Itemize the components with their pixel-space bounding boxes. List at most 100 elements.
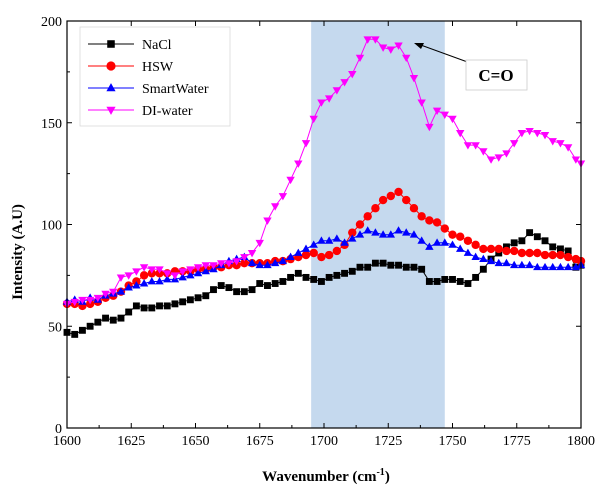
data-point-nacl xyxy=(132,302,140,310)
data-point-di-water xyxy=(463,142,473,150)
data-point-smartwater xyxy=(502,258,511,267)
annotation-arrow xyxy=(417,43,474,65)
x-tick-label: 1750 xyxy=(439,434,467,449)
data-point-hsw xyxy=(533,248,542,258)
data-point-di-water xyxy=(263,217,272,225)
data-point-hsw xyxy=(324,250,334,260)
data-point-nacl xyxy=(171,300,179,308)
data-point-smartwater xyxy=(409,230,419,238)
data-point-di-water xyxy=(517,129,527,138)
data-point-di-water xyxy=(402,54,411,63)
data-point-nacl xyxy=(78,326,86,334)
data-point-hsw xyxy=(463,236,473,245)
data-point-smartwater xyxy=(163,275,172,283)
annotation: C=O xyxy=(414,43,528,91)
data-point-nacl xyxy=(364,263,372,271)
data-point-hsw xyxy=(394,187,403,197)
data-point-di-water xyxy=(363,36,372,44)
data-point-nacl xyxy=(433,278,441,285)
data-point-smartwater xyxy=(294,248,303,256)
data-point-smartwater xyxy=(139,279,149,287)
data-point-nacl xyxy=(449,276,456,283)
data-point-smartwater xyxy=(517,260,527,269)
data-point-smartwater xyxy=(425,242,434,250)
data-point-hsw xyxy=(563,252,573,262)
data-point-di-water xyxy=(324,95,334,103)
data-point-nacl xyxy=(225,284,233,292)
data-point-di-water xyxy=(548,138,557,146)
data-point-di-water xyxy=(147,266,157,274)
data-point-di-water xyxy=(85,296,95,305)
data-point-smartwater xyxy=(309,240,318,248)
data-point-hsw xyxy=(139,271,149,280)
data-point-di-water xyxy=(178,268,187,276)
data-point-di-water xyxy=(116,274,126,282)
data-point-smartwater xyxy=(193,268,203,277)
data-point-di-water xyxy=(378,44,388,52)
data-point-smartwater xyxy=(509,260,519,269)
data-point-hsw xyxy=(355,220,365,229)
data-point-di-water xyxy=(509,140,519,148)
x-tick-label: 1775 xyxy=(503,434,531,449)
x-tick-label: 1600 xyxy=(53,434,81,449)
y-tick-label: 200 xyxy=(41,15,62,30)
data-point-di-water xyxy=(486,156,496,164)
data-point-hsw xyxy=(509,246,519,256)
data-point-smartwater xyxy=(402,228,411,236)
data-point-di-water xyxy=(494,154,503,162)
data-point-hsw xyxy=(432,218,442,227)
legend-label-nacl: NaCl xyxy=(142,38,172,53)
data-point-di-water xyxy=(186,266,195,274)
data-point-smartwater xyxy=(432,238,442,246)
data-point-di-water xyxy=(163,270,172,278)
data-point-smartwater xyxy=(540,262,550,271)
data-point-hsw xyxy=(479,244,488,254)
data-point-smartwater xyxy=(479,254,488,263)
data-point-hsw xyxy=(402,195,411,205)
data-point-di-water xyxy=(571,156,581,164)
data-point-smartwater xyxy=(317,236,326,244)
legend-label-hsw: HSW xyxy=(142,60,174,75)
x-tick-label: 1625 xyxy=(117,434,145,449)
data-point-nacl xyxy=(402,263,410,271)
x-tick-label: 1650 xyxy=(182,434,210,449)
x-tick-label: 1700 xyxy=(310,434,338,449)
data-point-di-water xyxy=(332,87,342,95)
data-point-hsw xyxy=(556,250,565,260)
data-point-di-water xyxy=(255,239,264,248)
data-point-nacl xyxy=(541,237,549,245)
data-point-di-water xyxy=(109,288,118,297)
data-point-di-water xyxy=(217,260,226,268)
data-point-smartwater xyxy=(116,287,126,295)
data-point-nacl xyxy=(510,239,518,247)
data-point-nacl xyxy=(472,273,480,281)
data-point-nacl xyxy=(356,263,364,271)
series-layer xyxy=(62,36,586,338)
legend-item-smartwater: SmartWater xyxy=(88,82,209,97)
data-point-smartwater xyxy=(355,230,365,238)
data-point-smartwater xyxy=(147,277,157,285)
data-point-hsw xyxy=(363,212,372,221)
data-point-di-water xyxy=(224,260,234,268)
series-nacl xyxy=(63,229,585,338)
data-point-smartwater xyxy=(548,262,557,271)
data-point-smartwater xyxy=(132,281,141,289)
data-point-di-water xyxy=(440,111,449,120)
data-point-hsw xyxy=(456,232,465,241)
data-point-nacl xyxy=(564,247,572,255)
data-point-nacl xyxy=(418,265,426,273)
data-point-hsw xyxy=(494,244,503,254)
data-point-smartwater xyxy=(463,248,473,256)
data-point-smartwater xyxy=(571,262,581,271)
data-point-smartwater xyxy=(448,240,457,248)
data-point-nacl xyxy=(518,237,526,245)
data-point-nacl xyxy=(233,288,241,296)
data-point-nacl xyxy=(271,280,279,287)
data-point-di-water xyxy=(394,42,403,50)
data-point-smartwater xyxy=(378,230,388,238)
data-point-nacl xyxy=(148,304,156,312)
x-axis-label-superscript: -1 xyxy=(376,467,384,478)
plot-frame xyxy=(66,20,582,429)
legend-label-smartwater: SmartWater xyxy=(142,82,209,97)
data-point-nacl xyxy=(387,261,395,269)
